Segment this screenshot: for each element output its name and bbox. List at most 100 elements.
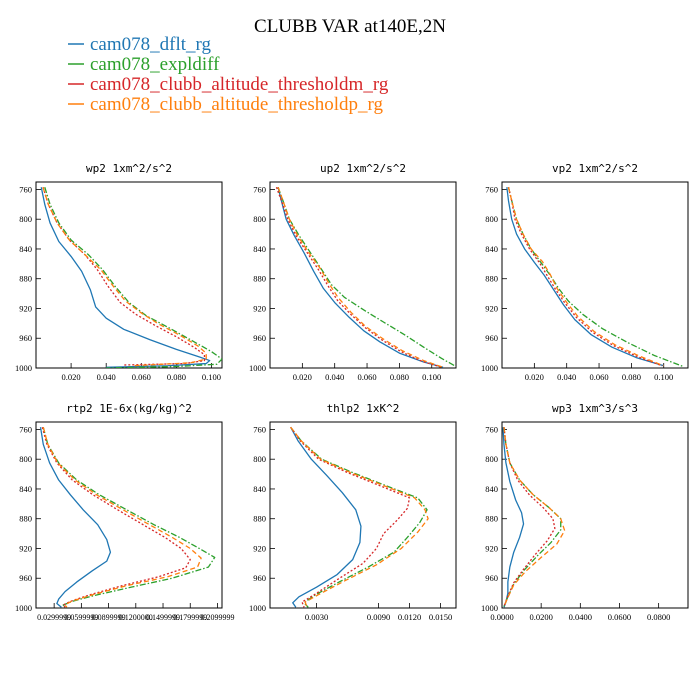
series-line-cam078-expldiff: [503, 427, 562, 607]
x-tick-label: 0.100: [654, 372, 673, 382]
series-line-cam078-dflt-rg: [39, 427, 112, 608]
x-tick-label: 0.1499999: [146, 613, 180, 622]
y-tick-label: 840: [19, 244, 32, 254]
series-line-cam078-clubb-altitude-thresholdp-rg: [42, 427, 202, 608]
panel-title: up2 1xm^2/s^2: [320, 162, 406, 175]
series-line-cam078-dflt-rg: [277, 187, 444, 368]
series-line-cam078-dflt-rg: [502, 427, 525, 608]
y-tick-label: 880: [19, 274, 32, 284]
y-tick-label: 880: [253, 274, 266, 284]
panel-5: thlp2 1xK^2 760 800 840 880 920 960 1000 0.0030 0…: [249, 402, 457, 622]
series-line-cam078-expldiff: [290, 426, 428, 608]
series-line-cam078-clubb-altitude-thresholdp-rg: [507, 187, 664, 367]
y-tick-label: 960: [485, 333, 498, 343]
panel-title: wp3 1xm^3/s^3: [552, 402, 638, 415]
y-tick-label: 840: [485, 244, 498, 254]
x-tick-label: 0.040: [325, 372, 344, 382]
y-tick-label: 760: [485, 424, 498, 434]
y-tick-label: 880: [19, 514, 32, 524]
series-line-cam078-clubb-altitude-thresholdm-rg: [507, 187, 663, 367]
y-tick-label: 1000: [249, 363, 266, 373]
y-tick-label: 800: [253, 454, 266, 464]
series-line-cam078-dflt-rg: [290, 426, 362, 608]
panel-2: up2 1xm^2/s^2 760 800 840 880 920 960 1000 0.020…: [249, 162, 457, 382]
series-line-cam078-clubb-altitude-thresholdp-rg: [42, 187, 207, 367]
plot-frame: [35, 421, 223, 609]
series-line-cam078-clubb-altitude-thresholdm-rg: [41, 427, 191, 608]
x-tick-label: 0.060: [132, 372, 151, 382]
y-tick-label: 760: [253, 184, 266, 194]
plot-frame: [501, 181, 689, 369]
series-line-cam078-expldiff: [277, 186, 456, 368]
panels: wp2 1xm^2/s^2 760 800 840 880 920 960 1000 0.020…: [15, 162, 689, 622]
plot-frame: [501, 421, 689, 609]
series-line-cam078-clubb-altitude-thresholdp-rg: [503, 427, 566, 607]
x-tick-label: 0.100: [422, 372, 441, 382]
y-tick-label: 920: [485, 543, 498, 553]
panel-title: thlp2 1xK^2: [327, 402, 400, 415]
x-tick-label: 0.1799999: [173, 613, 207, 622]
plot-frame: [35, 181, 223, 369]
x-tick-label: 0.0600: [608, 612, 631, 622]
x-tick-label: 0.040: [97, 372, 116, 382]
y-tick-label: 1000: [249, 603, 266, 613]
x-tick-label: 0.1200000: [119, 613, 153, 622]
panel-4: rtp2 1E-6x(kg/kg)^2 760 800 840 880 920 960 100…: [15, 402, 234, 622]
y-tick-label: 920: [253, 303, 266, 313]
y-tick-label: 960: [253, 573, 266, 583]
series-line-cam078-dflt-rg: [40, 187, 211, 368]
x-tick-label: 0.020: [293, 372, 312, 382]
x-tick-label: 0.0800: [647, 612, 670, 622]
series-line-cam078-expldiff: [42, 427, 216, 608]
x-tick-label: 0.080: [167, 372, 186, 382]
legend: cam078_dflt_rgcam078_expldiffcam078_club…: [68, 34, 389, 115]
y-tick-label: 760: [253, 424, 266, 434]
x-tick-label: 0.060: [589, 372, 608, 382]
x-tick-label: 0.0200: [529, 612, 552, 622]
y-tick-label: 960: [19, 333, 32, 343]
y-tick-label: 840: [253, 484, 266, 494]
y-tick-label: 800: [485, 214, 498, 224]
y-tick-label: 920: [19, 303, 32, 313]
x-tick-label: 0.0150: [429, 612, 452, 622]
legend-label: cam078_clubb_altitude_thresholdm_rg: [90, 74, 389, 95]
series-line-cam078-clubb-altitude-thresholdm-rg: [290, 426, 411, 608]
x-tick-label: 0.2099999: [200, 613, 234, 622]
legend-label: cam078_clubb_altitude_thresholdp_rg: [90, 94, 384, 115]
legend-label: cam078_expldiff: [90, 54, 220, 75]
series-line-cam078-clubb-altitude-thresholdp-rg: [290, 426, 429, 608]
y-tick-label: 880: [485, 274, 498, 284]
y-tick-label: 800: [253, 214, 266, 224]
y-tick-label: 800: [19, 454, 32, 464]
y-tick-label: 840: [253, 244, 266, 254]
panel-1: wp2 1xm^2/s^2 760 800 840 880 920 960 1000 0.020…: [15, 162, 223, 382]
y-tick-label: 800: [485, 454, 498, 464]
y-tick-label: 760: [19, 184, 32, 194]
y-tick-label: 1000: [15, 603, 32, 613]
y-tick-label: 960: [19, 573, 32, 583]
y-tick-label: 760: [19, 424, 32, 434]
x-tick-label: 0.080: [390, 372, 409, 382]
x-tick-label: 0.0000: [490, 612, 513, 622]
x-tick-label: 0.060: [357, 372, 376, 382]
y-tick-label: 1000: [481, 363, 498, 373]
x-tick-label: 0.100: [202, 372, 221, 382]
x-tick-label: 0.0400: [569, 612, 592, 622]
y-tick-label: 800: [19, 214, 32, 224]
x-tick-label: 0.080: [622, 372, 641, 382]
y-tick-label: 960: [253, 333, 266, 343]
panel-title: vp2 1xm^2/s^2: [552, 162, 638, 175]
x-tick-label: 0.0299999: [37, 613, 71, 622]
plot-frame: [269, 421, 457, 609]
y-tick-label: 880: [485, 514, 498, 524]
x-tick-label: 0.020: [62, 372, 81, 382]
figure-title: CLUBB VAR at140E,2N: [254, 16, 446, 37]
y-tick-label: 920: [485, 303, 498, 313]
series-line-cam078-expldiff: [44, 187, 222, 368]
y-tick-label: 760: [485, 184, 498, 194]
y-tick-label: 1000: [15, 363, 32, 373]
x-tick-label: 0.0030: [305, 612, 328, 622]
y-tick-label: 880: [253, 514, 266, 524]
series-line-cam078-dflt-rg: [506, 187, 664, 367]
y-tick-label: 840: [485, 484, 498, 494]
